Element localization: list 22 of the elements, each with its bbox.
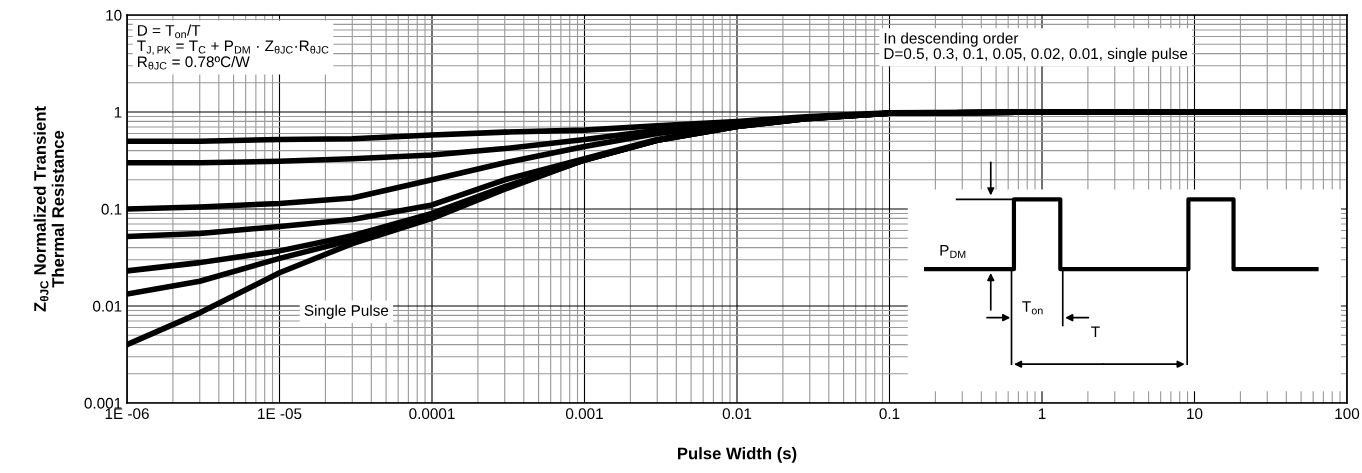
y-tick-label: 0.01: [93, 300, 122, 312]
x-tick-label: 1E -06: [105, 408, 149, 420]
y-tick-label: 0.001: [84, 397, 122, 409]
x-tick-label: 10: [1187, 408, 1203, 420]
x-tick-label: 0.0001: [409, 408, 455, 420]
x-tick-label: 0.1: [879, 408, 900, 420]
x-tick-label: 1: [1038, 408, 1046, 419]
x-tick-label: 0.01: [722, 408, 752, 420]
y-tick-label: 1: [114, 107, 122, 118]
x-axis-title: Pulse Width (s): [678, 447, 797, 463]
x-tick-label: 100: [1335, 408, 1360, 420]
annotation: P$_{DM}$: [940, 245, 966, 259]
x-tick-label: 1E -05: [258, 408, 302, 420]
text: D = T$_{on}$/T T$_{J,PK}$ = T$_{C}$ + P$_{DM}$ · Z$_{θJC}$·R$_{θJC}$ R$_{θJC}$ = 0.78ºC/W: [137, 24, 329, 70]
x-tick-label: 0.001: [565, 408, 603, 420]
annotation: Single Pulse: [304, 304, 389, 319]
annotation: T$_{on}$: [1022, 301, 1043, 315]
y-tick-label: 0.1: [101, 203, 122, 215]
annotation: In descending order D=0.5, 0.3, 0.1, 0.05, 0.02, 0.01, single pulse: [884, 32, 1188, 63]
y-tick-label: 10: [106, 9, 122, 21]
y-axis-title: Z$_{θJC}$ Normalized Transient Thermal Resistance: [33, 106, 64, 312]
annotation: T: [1091, 326, 1100, 338]
